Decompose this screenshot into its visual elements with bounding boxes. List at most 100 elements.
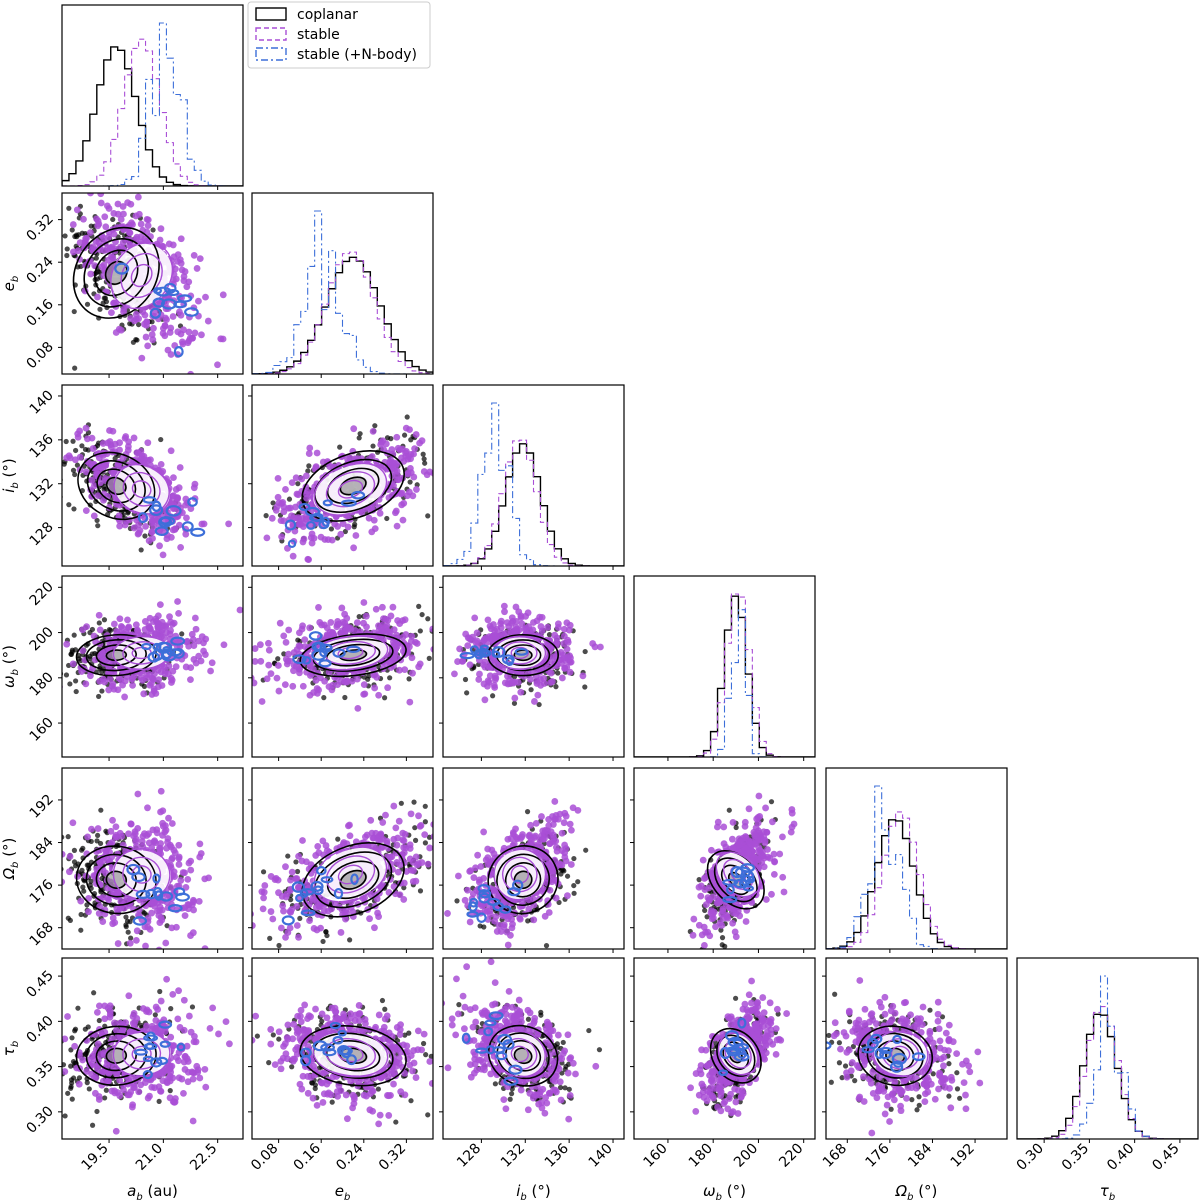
contour-coplanar-3 <box>487 1024 559 1087</box>
contour-coplanar-3 <box>75 1025 157 1086</box>
contour-stable-0 <box>510 646 530 660</box>
histogram-e <box>252 210 433 374</box>
histogram-i-nbody <box>443 402 624 566</box>
frame-tau-tau <box>1016 957 1199 1140</box>
contour-stable-0 <box>510 1045 529 1063</box>
scatter-nbody <box>126 863 190 926</box>
ytick-label-i: 136 <box>27 431 57 461</box>
xtick-label-Omega: 176 <box>862 1140 892 1170</box>
legend-swatch-stable <box>255 27 287 41</box>
xtick-label-tau: 0.40 <box>1104 1141 1137 1174</box>
frame-e-omega <box>251 575 434 758</box>
contour-coplanar-2 <box>495 639 551 672</box>
yaxis-label-e: eb <box>0 276 21 292</box>
xtick-label-i: 132 <box>498 1141 528 1171</box>
scatter-nbody <box>722 863 756 904</box>
contour-coplanar-3 <box>487 845 559 915</box>
scatter-nbody <box>133 1020 186 1080</box>
contour-coplanar-3 <box>299 633 407 678</box>
contour-coplanar-2 <box>85 639 147 672</box>
legend-swatch-coplanar <box>255 7 287 21</box>
panel-i-Omega <box>444 798 589 949</box>
frame-a-i <box>61 384 244 567</box>
contour-coplanar-2 <box>314 458 393 513</box>
histogram-tau-coplanar <box>1017 1013 1198 1139</box>
legend-box <box>247 1 431 69</box>
contour-coplanar-0 <box>105 476 127 496</box>
xtick-label-omega: 220 <box>776 1141 806 1171</box>
histogram-a <box>62 22 243 186</box>
contour-coplanar-1 <box>94 249 139 297</box>
scatter-nbody <box>461 1011 523 1086</box>
frame-i-omega <box>442 575 625 758</box>
contour-stable-0 <box>337 864 364 885</box>
ytick-label-e: 0.24 <box>23 254 56 287</box>
contour-stable-2 <box>715 851 761 898</box>
histogram-omega-stable <box>634 593 815 757</box>
panel-a-omega <box>62 598 243 701</box>
contour-coplanar-0 <box>339 869 367 890</box>
scatter-nbody <box>292 631 361 668</box>
contour-stable-2 <box>717 1032 759 1076</box>
panel-e-omega <box>252 599 433 712</box>
contour-coplanar-1 <box>95 862 137 898</box>
frame-e-e <box>251 192 434 375</box>
contour-stable-2 <box>112 848 171 901</box>
contour-coplanar-3 <box>301 842 405 918</box>
contour-stable-2 <box>493 1030 546 1078</box>
xaxis-label-omega: ωb (°) <box>703 1182 746 1203</box>
contour-stable-2 <box>313 846 388 903</box>
frame-a-Omega <box>61 767 244 950</box>
ytick-label-i: 128 <box>27 519 57 549</box>
contour-stable-0 <box>131 480 152 499</box>
panel-i-omega <box>451 602 604 708</box>
frame-Omega-Omega <box>825 767 1008 950</box>
histogram-i <box>443 402 624 566</box>
contour-stable-1 <box>122 471 161 507</box>
ytick-label-i: 132 <box>27 475 57 505</box>
scatter-nbody <box>718 1017 750 1076</box>
frame-i-i <box>442 384 625 567</box>
ytick-label-tau: 0.35 <box>23 1058 56 1091</box>
contour-stable-1 <box>122 1038 162 1070</box>
panel-a-tau <box>62 975 233 1135</box>
ytick-label-tau: 0.45 <box>23 968 56 1001</box>
xtick-label-e: 0.16 <box>291 1140 324 1173</box>
ytick-label-omega: 180 <box>27 669 57 699</box>
contour-stable-0 <box>130 263 153 288</box>
xtick-label-tau: 0.35 <box>1059 1141 1092 1174</box>
contour-stable-2 <box>493 848 547 901</box>
yaxis-label-i: ib (°) <box>0 458 21 493</box>
xtick-label-omega: 160 <box>641 1141 671 1171</box>
ytick-label-Omega: 192 <box>27 791 57 821</box>
yaxis-label-tau: τb <box>0 1041 21 1056</box>
frame-a-omega <box>61 575 244 758</box>
frame-e-Omega <box>251 767 434 950</box>
ytick-label-Omega: 176 <box>27 877 57 907</box>
frame-i-Omega <box>442 767 625 950</box>
histogram-e-stable <box>252 251 433 374</box>
contour-coplanar-1 <box>504 862 542 898</box>
xtick-label-e: 0.32 <box>376 1141 409 1174</box>
xtick-label-i: 128 <box>454 1141 484 1171</box>
yaxis-label-omega: ωb (°) <box>0 645 21 688</box>
contour-coplanar-0 <box>105 649 128 662</box>
histogram-i-coplanar <box>443 443 624 566</box>
panel-omega-Omega <box>687 792 798 949</box>
ytick-label-omega: 220 <box>27 579 57 609</box>
histogram-e-nbody <box>252 210 433 374</box>
ytick-label-e: 0.08 <box>23 339 56 372</box>
contour-stable-1 <box>501 641 538 665</box>
xtick-label-Omega: 168 <box>820 1141 850 1171</box>
ytick-label-i: 140 <box>27 387 57 417</box>
contour-stable-2 <box>312 1030 389 1078</box>
xtick-label-i: 136 <box>542 1140 572 1170</box>
legend-label-nbody: stable (+N-body) <box>297 47 417 63</box>
xtick-label-e: 0.24 <box>333 1140 366 1173</box>
xaxis-label-a: ab (au) <box>127 1182 178 1203</box>
ytick-label-tau: 0.30 <box>23 1103 56 1136</box>
xtick-label-omega: 180 <box>686 1141 716 1171</box>
contour-coplanar-1 <box>95 644 137 667</box>
xtick-label-a: 19.5 <box>79 1141 112 1174</box>
